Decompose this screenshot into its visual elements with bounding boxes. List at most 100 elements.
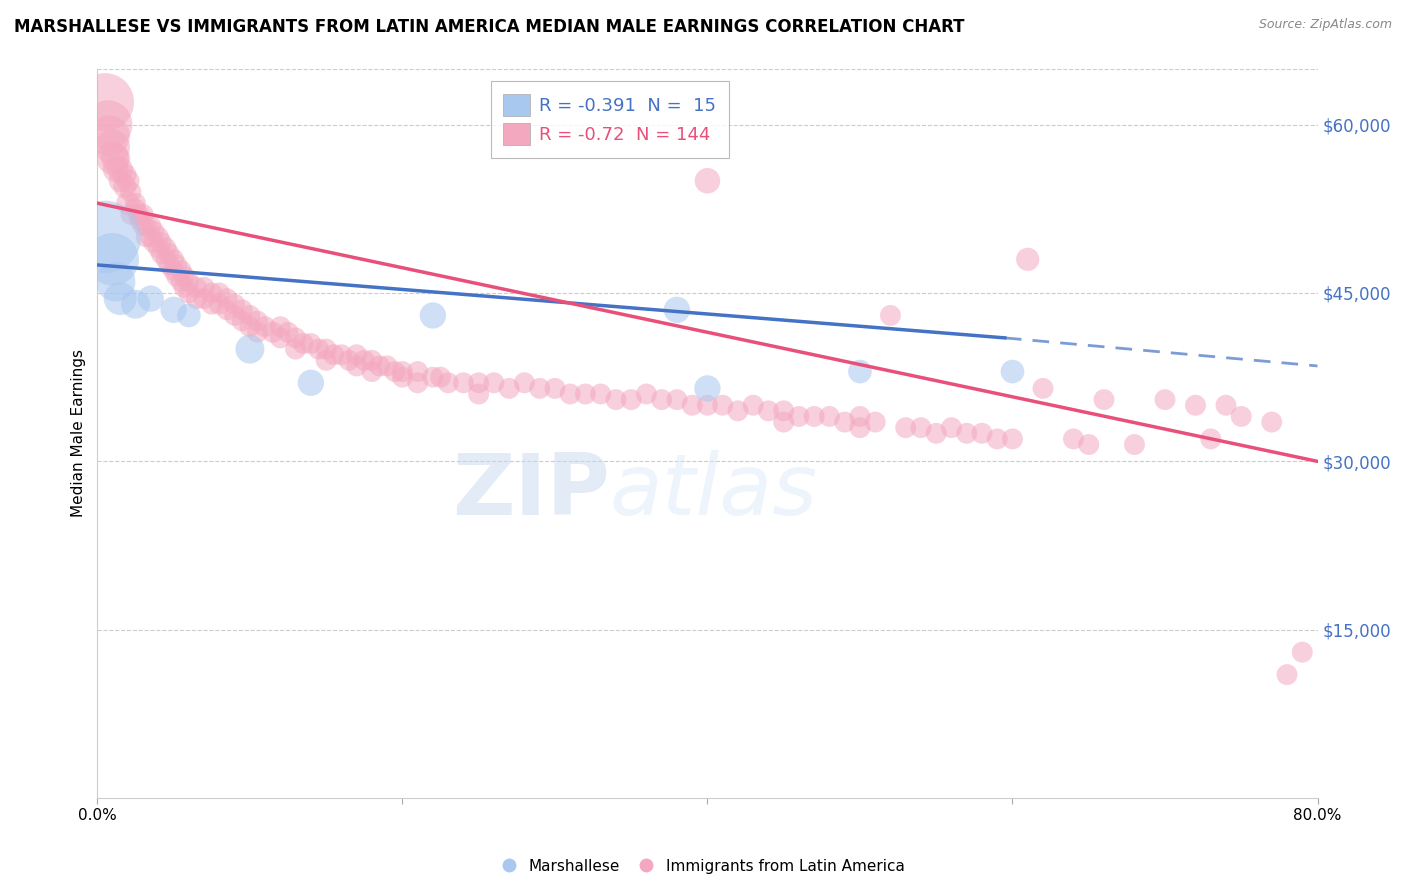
Point	[132, 207, 155, 221]
Point	[201, 285, 224, 300]
Point	[849, 420, 872, 434]
Point	[124, 297, 146, 311]
Point	[132, 219, 155, 233]
Point	[910, 420, 932, 434]
Point	[361, 353, 384, 368]
Point	[162, 302, 184, 317]
Point	[849, 409, 872, 424]
Point	[299, 336, 322, 351]
Point	[173, 280, 195, 294]
Point	[467, 387, 489, 401]
Point	[173, 269, 195, 284]
Point	[986, 432, 1008, 446]
Legend: Marshallese, Immigrants from Latin America: Marshallese, Immigrants from Latin Ameri…	[495, 853, 911, 880]
Point	[135, 219, 157, 233]
Point	[246, 326, 269, 340]
Point	[166, 258, 188, 272]
Point	[124, 202, 146, 216]
Point	[406, 376, 429, 390]
Point	[330, 348, 353, 362]
Point	[277, 326, 299, 340]
Point	[162, 263, 184, 277]
Point	[1032, 381, 1054, 395]
Point	[201, 297, 224, 311]
Point	[651, 392, 673, 407]
Point	[94, 95, 117, 110]
Text: Source: ZipAtlas.com: Source: ZipAtlas.com	[1258, 18, 1392, 31]
Point	[970, 426, 993, 441]
Point	[1275, 667, 1298, 681]
Point	[101, 252, 124, 267]
Point	[104, 275, 127, 289]
Text: MARSHALLESE VS IMMIGRANTS FROM LATIN AMERICA MEDIAN MALE EARNINGS CORRELATION CH: MARSHALLESE VS IMMIGRANTS FROM LATIN AME…	[14, 18, 965, 36]
Point	[1123, 437, 1146, 451]
Point	[665, 302, 688, 317]
Point	[269, 331, 291, 345]
Point	[193, 292, 215, 306]
Point	[193, 280, 215, 294]
Point	[104, 151, 127, 165]
Point	[104, 162, 127, 177]
Point	[696, 381, 718, 395]
Point	[818, 409, 841, 424]
Point	[1230, 409, 1253, 424]
Point	[139, 292, 162, 306]
Point	[269, 319, 291, 334]
Point	[1017, 252, 1039, 267]
Point	[1077, 437, 1099, 451]
Point	[120, 207, 142, 221]
Point	[215, 292, 238, 306]
Point	[453, 376, 475, 390]
Point	[1291, 645, 1313, 659]
Point	[437, 376, 460, 390]
Point	[208, 297, 231, 311]
Point	[742, 398, 765, 412]
Point	[94, 230, 117, 244]
Point	[157, 246, 180, 260]
Point	[346, 359, 368, 373]
Point	[1001, 432, 1024, 446]
Point	[863, 415, 886, 429]
Point	[292, 336, 315, 351]
Point	[150, 246, 173, 260]
Point	[787, 409, 810, 424]
Point	[98, 128, 121, 143]
Point	[925, 426, 948, 441]
Point	[681, 398, 703, 412]
Point	[368, 359, 391, 373]
Point	[361, 365, 384, 379]
Point	[529, 381, 551, 395]
Point	[186, 280, 208, 294]
Point	[620, 392, 643, 407]
Point	[498, 381, 520, 395]
Point	[422, 370, 444, 384]
Point	[117, 196, 139, 211]
Point	[574, 387, 596, 401]
Point	[727, 404, 749, 418]
Point	[177, 285, 200, 300]
Point	[879, 309, 901, 323]
Point	[129, 213, 152, 227]
Point	[162, 252, 184, 267]
Point	[772, 404, 794, 418]
Point	[941, 420, 963, 434]
Point	[142, 224, 165, 238]
Point	[284, 331, 307, 345]
Point	[589, 387, 612, 401]
Point	[482, 376, 505, 390]
Point	[322, 348, 344, 362]
Point	[711, 398, 734, 412]
Point	[120, 185, 142, 199]
Point	[636, 387, 658, 401]
Point	[429, 370, 451, 384]
Point	[391, 365, 413, 379]
Point	[1184, 398, 1206, 412]
Y-axis label: Median Male Earnings: Median Male Earnings	[72, 350, 86, 517]
Point	[186, 292, 208, 306]
Point	[772, 415, 794, 429]
Point	[849, 365, 872, 379]
Point	[894, 420, 917, 434]
Point	[560, 387, 582, 401]
Point	[406, 365, 429, 379]
Point	[215, 302, 238, 317]
